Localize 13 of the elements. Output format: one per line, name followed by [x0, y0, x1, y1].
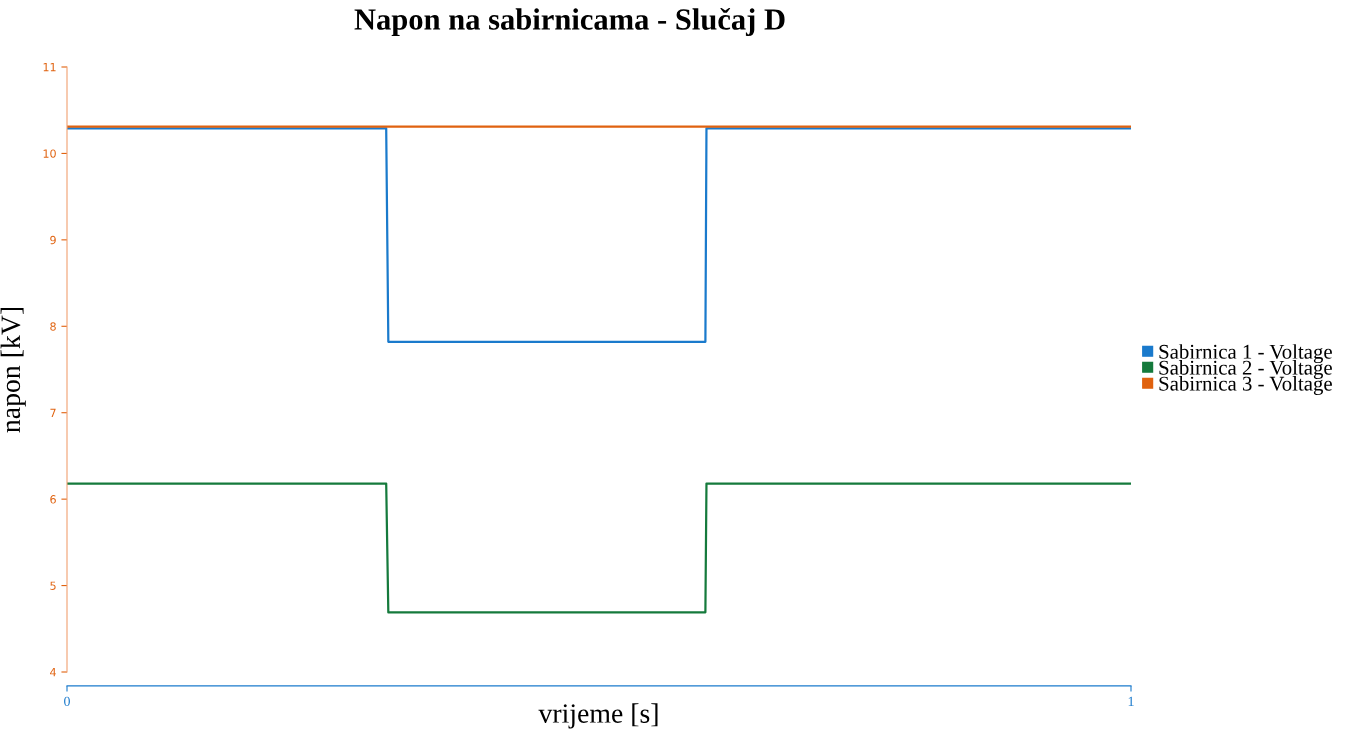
y-tick-label: 4 [50, 668, 56, 677]
y-tick-label: 5 [50, 581, 56, 590]
x-tick-label: 0 [64, 696, 70, 707]
x-axis-title: vrijeme [s] [538, 703, 658, 729]
y-tick-label: 10 [43, 149, 56, 158]
y-tick-label: 9 [50, 235, 56, 245]
chart-title: Napon na sabirnicama - Slučaj D [354, 7, 785, 37]
x-tick-label: 1 [1128, 696, 1134, 706]
y-tick-label: 11 [43, 63, 56, 72]
y-tick-label: 7 [50, 408, 56, 417]
y-axis-title: napon [kV] [0, 307, 26, 433]
y-tick-label: 6 [50, 495, 56, 504]
y-tick-label: 8 [50, 322, 56, 331]
